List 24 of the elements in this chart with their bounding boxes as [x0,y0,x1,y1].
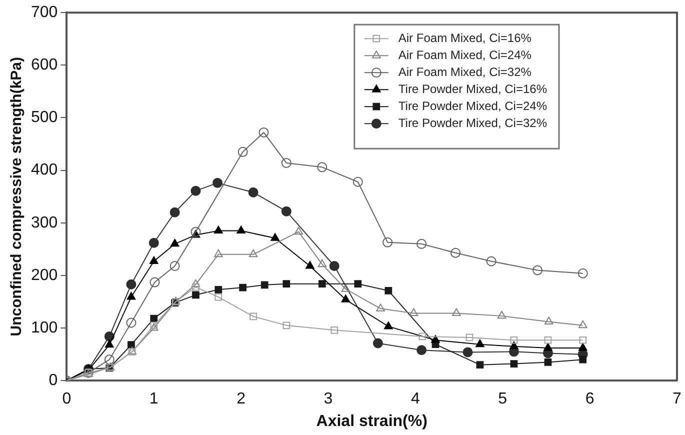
y-axis-title: Unconfined compressive strength(kPa) [8,56,26,336]
legend-label: Tire Powder Mixed, Ci=16% [398,82,548,96]
x-tick-label: 4 [410,390,420,408]
legend-label: Air Foam Mixed, Ci=24% [398,48,532,62]
x-tick-label: 1 [149,390,158,408]
x-tick-label: 6 [585,390,594,408]
y-tick-label: 100 [30,319,58,336]
x-tick-label: 5 [498,390,508,408]
y-tick-label: 400 [30,162,58,179]
legend-label: Tire Powder Mixed, Ci=24% [398,98,548,113]
y-tick-label: 600 [30,56,58,74]
x-tick-label: 3 [324,390,333,408]
legend-label: Tire Powder Mixed, Ci=32% [398,116,548,130]
x-tick-label: 7 [672,390,682,408]
x-tick-label: 0 [62,390,72,408]
x-axis-title: Axial strain(%) [316,412,428,430]
y-tick-label: 200 [30,266,58,284]
y-tick-label: 700 [30,4,58,22]
y-tick-label: 300 [30,214,58,232]
x-tick-label: 2 [236,390,246,408]
legend-label: Air Foam Mixed, Ci=16% [398,30,532,45]
legend-label: Air Foam Mixed, Ci=32% [398,64,532,79]
y-tick-label: 0 [48,372,58,390]
y-tick-label: 500 [30,109,58,126]
